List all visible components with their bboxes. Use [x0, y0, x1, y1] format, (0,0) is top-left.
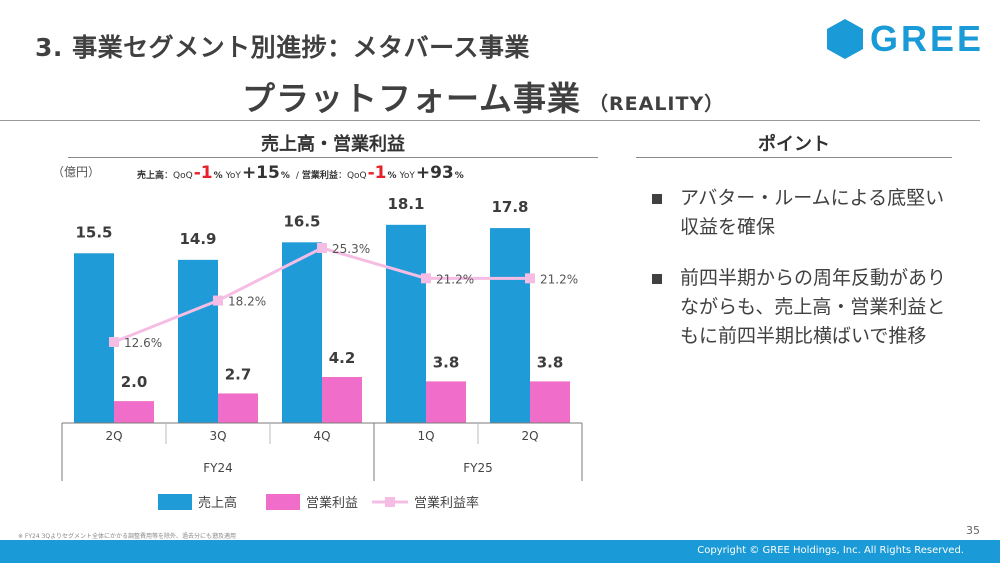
sales-growth-label: 売上高 — [137, 171, 165, 181]
sales-value-label: 17.8 — [491, 198, 528, 216]
op-qoq-value: -1 — [367, 163, 387, 183]
sales-qoq-value: -1 — [193, 163, 213, 183]
legend-label-operating-profit: 営業利益 — [306, 495, 358, 511]
points-list: アバター・ルームによる底堅い収益を確保 前四半期からの周年反動がありながらも、売… — [652, 184, 952, 373]
copyright: Copyright © GREE Holdings, Inc. All Righ… — [697, 545, 964, 556]
sales-bar — [178, 259, 218, 423]
x-tick-label: 3Q — [209, 429, 226, 443]
percent-sign: % — [213, 171, 223, 181]
margin-value-label: 25.3% — [332, 242, 370, 256]
op-growth-label: 営業利益 — [301, 171, 338, 181]
x-tick-label: 2Q — [521, 429, 538, 443]
footnote: ※ FY24 3Qよりセグメント全体にかかる調整費用等を除外、過去分にも遡及適用 — [18, 533, 237, 540]
chart-title-divider — [68, 157, 598, 158]
sales-profit-chart: 15.5 2.0 14.9 2.7 16.5 4.2 18.1 3.8 17.8 3.8 12.6%… — [61, 195, 583, 511]
header-divider — [0, 120, 980, 121]
operating-profit-bar — [426, 381, 466, 423]
percent-sign: % — [387, 171, 397, 181]
points-section-title: ポイント — [758, 134, 830, 155]
sales-yoy-value: +15 — [241, 163, 280, 183]
sales-bar — [490, 228, 530, 423]
legend-swatch-operating-profit — [266, 494, 300, 510]
margin-point — [525, 273, 535, 284]
margin-value-label: 12.6% — [124, 336, 162, 350]
operating-profit-bar — [530, 381, 570, 423]
op-yoy-label: YoY — [399, 171, 415, 181]
point-item: 前四半期からの周年反動がありながらも、売上高・営業利益ともに前四半期比横ばいで推… — [652, 264, 952, 351]
title-suffix: （REALITY） — [589, 93, 725, 115]
growth-summary: 売上高 ：QoQ -1 % YoY +15 % / 営業利益 ：QoQ -1 %… — [137, 163, 467, 183]
operating-profit-value-label: 3.8 — [537, 353, 564, 371]
chart-section-title: 売上高・営業利益 — [261, 134, 405, 155]
main-title: プラットフォーム事業 — [242, 79, 582, 118]
x-tick-label: 1Q — [417, 429, 434, 443]
legend-swatch-sales — [158, 494, 192, 510]
op-qoq-label: ：QoQ — [337, 171, 367, 181]
margin-value-label: 18.2% — [228, 295, 266, 309]
operating-profit-bar — [218, 393, 258, 423]
sales-value-label: 16.5 — [283, 212, 320, 230]
fiscal-year-label: FY24 — [203, 461, 233, 475]
operating-profit-bar — [322, 377, 362, 423]
unit-label: （億円） — [52, 165, 101, 179]
sales-qoq-label: ：QoQ — [164, 171, 193, 181]
operating-profit-value-label: 3.8 — [433, 353, 460, 371]
percent-sign: % — [454, 171, 464, 181]
points-title-divider — [636, 157, 952, 158]
point-item: アバター・ルームによる底堅い収益を確保 — [652, 184, 952, 242]
operating-profit-value-label: 2.7 — [225, 365, 252, 383]
fiscal-year-label: FY25 — [463, 461, 493, 475]
percent-sign: % — [280, 171, 290, 181]
sales-bar — [74, 253, 114, 423]
op-yoy-value: +93 — [415, 163, 454, 183]
bullet-square-icon — [652, 194, 662, 204]
x-tick-label: 2Q — [105, 429, 122, 443]
operating-profit-value-label: 2.0 — [121, 373, 148, 391]
slide-heading: 3. 事業セグメント別進捗：メタバース事業 — [35, 33, 530, 62]
margin-value-label: 21.2% — [436, 272, 474, 286]
margin-value-label: 21.2% — [540, 272, 578, 286]
legend-marker-margin — [385, 497, 395, 507]
point-text: アバター・ルームによる底堅い収益を確保 — [680, 187, 945, 238]
sales-yoy-label: YoY — [225, 171, 241, 181]
sales-value-label: 18.1 — [387, 195, 424, 213]
margin-point — [421, 273, 431, 284]
operating-profit-bar — [114, 401, 154, 423]
margin-point — [213, 295, 223, 306]
growth-separator: / — [295, 171, 299, 181]
logo-text: GREE — [870, 18, 985, 59]
bullet-square-icon — [652, 274, 662, 284]
hexagon-logo-icon — [827, 19, 863, 59]
operating-profit-value-label: 4.2 — [329, 349, 356, 367]
sales-bar — [386, 224, 426, 423]
point-text: 前四半期からの周年反動がありながらも、売上高・営業利益ともに前四半期比横ばいで推… — [680, 267, 947, 347]
gree-logo: GREE — [826, 18, 984, 60]
sales-value-label: 15.5 — [75, 223, 112, 241]
sales-value-label: 14.9 — [179, 230, 216, 248]
page-number: 35 — [966, 524, 980, 537]
legend-label-sales: 売上高 — [198, 495, 237, 511]
slide-title: プラットフォーム事業 （REALITY） — [242, 72, 724, 120]
footer-bar — [0, 540, 1000, 563]
margin-point — [109, 337, 119, 347]
x-tick-label: 4Q — [313, 429, 330, 443]
sales-bar — [282, 242, 322, 423]
margin-point — [317, 243, 327, 253]
legend-label-margin: 営業利益率 — [414, 495, 479, 511]
